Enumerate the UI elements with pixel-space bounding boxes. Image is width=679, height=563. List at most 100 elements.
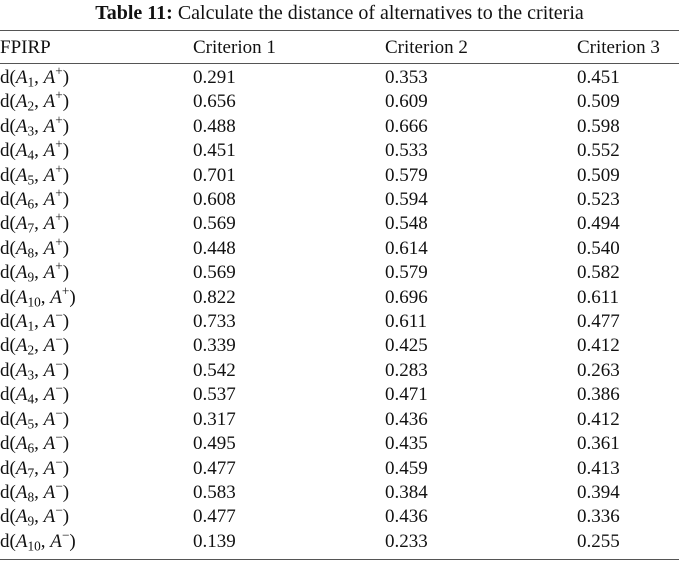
ideal-solution-sign: + <box>55 210 63 226</box>
distance-function: d( <box>0 457 16 479</box>
alternative-symbol: A <box>15 530 28 552</box>
separator: , <box>34 189 44 211</box>
column-header-criterion-1: Criterion 1 <box>193 37 276 58</box>
alternative-index: 3 <box>27 367 35 383</box>
cell-criterion-1: 0.448 <box>193 237 236 259</box>
row-label: d(A5, A−) <box>0 406 193 432</box>
cell-criterion-3: 0.552 <box>577 140 620 162</box>
table-header-rule <box>0 63 679 64</box>
table-row: d(A4, A+) 0.451 0.533 0.552 <box>0 138 679 163</box>
alternative-index: 6 <box>27 440 35 456</box>
alternative-symbol: A <box>15 213 28 235</box>
separator: , <box>40 286 51 308</box>
table-row: d(A5, A+) 0.701 0.579 0.509 <box>0 162 679 188</box>
row-label: d(A6, A+) <box>0 187 193 212</box>
alternative-index: 1 <box>27 318 35 334</box>
ideal-solution-symbol: A <box>43 457 56 479</box>
cell-criterion-2: 0.425 <box>385 335 428 357</box>
cell-criterion-2: 0.533 <box>385 140 428 162</box>
alternative-symbol: A <box>15 262 28 284</box>
alternative-symbol: A <box>15 359 28 381</box>
distance-function: d( <box>0 189 16 211</box>
distance-function: d( <box>0 164 16 186</box>
row-label: d(A5, A+) <box>0 162 193 188</box>
separator: , <box>34 384 44 406</box>
separator: , <box>34 311 44 333</box>
cell-criterion-1: 0.583 <box>193 481 236 503</box>
ideal-solution-sign: + <box>55 258 63 274</box>
closing-paren: ) <box>62 457 70 479</box>
alternative-symbol: A <box>15 237 28 259</box>
closing-paren: ) <box>62 262 70 284</box>
closing-paren: ) <box>62 335 70 357</box>
table-top-rule <box>0 30 679 31</box>
cell-criterion-2: 0.471 <box>385 384 428 406</box>
ideal-solution-sign: − <box>55 429 63 445</box>
closing-paren: ) <box>62 433 70 455</box>
cell-criterion-2: 0.436 <box>385 408 428 430</box>
row-label: d(A4, A+) <box>0 138 193 163</box>
cell-criterion-2: 0.696 <box>385 286 428 308</box>
cell-criterion-1: 0.339 <box>193 335 236 357</box>
alternative-index: 4 <box>27 391 35 407</box>
separator: , <box>34 433 44 455</box>
alternative-symbol: A <box>15 189 28 211</box>
distance-function: d( <box>0 530 16 552</box>
column-header-criterion-3: Criterion 3 <box>577 37 660 58</box>
closing-paren: ) <box>62 91 70 113</box>
cell-criterion-2: 0.459 <box>385 457 428 479</box>
ideal-solution-symbol: A <box>43 67 56 88</box>
alternative-symbol: A <box>15 164 28 186</box>
closing-paren: ) <box>62 140 70 162</box>
ideal-solution-symbol: A <box>43 384 56 406</box>
cell-criterion-1: 0.822 <box>193 286 236 308</box>
alternative-symbol: A <box>15 115 28 137</box>
distance-function: d( <box>0 433 16 455</box>
distance-function: d( <box>0 408 16 430</box>
cell-criterion-3: 0.611 <box>577 286 620 308</box>
cell-criterion-3: 0.412 <box>577 335 620 357</box>
separator: , <box>34 91 44 113</box>
separator: , <box>34 335 44 357</box>
separator: , <box>34 481 44 503</box>
cell-criterion-1: 0.291 <box>193 67 236 88</box>
separator: , <box>40 530 51 552</box>
ideal-solution-symbol: A <box>43 506 56 528</box>
alternative-index: 9 <box>27 513 35 529</box>
column-header-fpirp: FPIRP <box>0 37 51 58</box>
cell-criterion-1: 0.477 <box>193 506 236 528</box>
alternative-index: 2 <box>27 342 35 358</box>
ideal-solution-sign: − <box>55 332 63 348</box>
ideal-solution-sign: − <box>55 478 63 494</box>
separator: , <box>34 213 44 235</box>
distance-function: d( <box>0 67 16 88</box>
alternative-index: 9 <box>27 269 35 285</box>
ideal-solution-symbol: A <box>43 91 56 113</box>
closing-paren: ) <box>62 189 70 211</box>
table-body: d(A1, A+) 0.291 0.353 0.451 d(A2, A+) 0.656 0.… <box>0 65 679 554</box>
separator: , <box>34 164 44 186</box>
cell-criterion-3: 0.336 <box>577 506 620 528</box>
ideal-solution-symbol: A <box>43 408 56 430</box>
row-label: d(A10, A+) <box>0 283 193 310</box>
ideal-solution-symbol: A <box>43 311 56 333</box>
ideal-solution-symbol: A <box>43 481 56 503</box>
cell-criterion-3: 0.598 <box>577 115 620 137</box>
cell-criterion-3: 0.413 <box>577 457 620 479</box>
cell-criterion-3: 0.386 <box>577 384 620 406</box>
ideal-solution-sign: + <box>61 283 70 299</box>
cell-criterion-1: 0.537 <box>193 384 236 406</box>
closing-paren: ) <box>62 237 70 259</box>
row-label: d(A3, A−) <box>0 357 193 383</box>
cell-criterion-3: 0.477 <box>577 311 620 333</box>
cell-criterion-1: 0.701 <box>193 164 236 186</box>
separator: , <box>34 140 44 162</box>
separator: , <box>34 67 44 88</box>
ideal-solution-symbol: A <box>43 213 56 235</box>
separator: , <box>34 506 44 528</box>
ideal-solution-symbol: A <box>43 189 56 211</box>
cell-criterion-1: 0.569 <box>193 213 236 235</box>
cell-criterion-2: 0.614 <box>385 237 428 259</box>
distance-function: d( <box>0 213 16 235</box>
